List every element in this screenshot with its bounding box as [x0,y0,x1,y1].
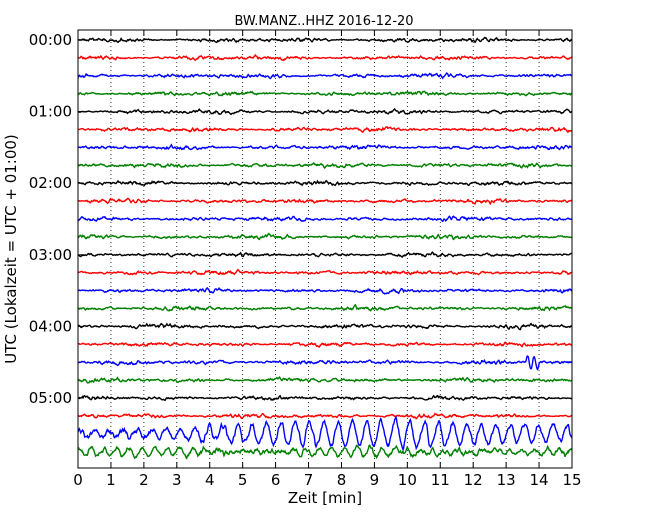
trace-row-0445 [78,376,572,384]
chart-title: BW.MANZ..HHZ 2016-12-20 [234,14,413,29]
trace-row-0145 [78,161,572,170]
x-tick-label: 2 [139,471,149,489]
x-tick-label: 7 [304,471,314,489]
trace-row-0400 [78,322,572,331]
x-tick-label: 4 [205,471,215,489]
y-tick-label: 05:00 [29,389,72,407]
x-tick-label: 0 [73,471,83,489]
trace-row-0130 [78,143,572,151]
y-tick-label: 03:00 [29,246,72,264]
y-tick-label: 00:00 [29,31,72,49]
x-axis-label: Zeit [min] [288,489,362,507]
trace-row-0300 [78,251,572,259]
y-tick-label: 04:00 [29,317,72,335]
x-tick-label: 10 [398,471,417,489]
trace-row-0245 [78,232,572,241]
trace-row-0045 [78,90,572,97]
x-tick-label: 3 [172,471,182,489]
x-tick-label: 6 [271,471,281,489]
seismogram-traces [78,36,572,460]
trace-row-0030 [78,72,572,80]
x-tick-label: 9 [370,471,380,489]
trace-row-0200 [78,179,572,187]
plot-frame [77,29,573,469]
trace-row-0115 [78,125,572,133]
trace-row-0100 [78,107,572,116]
x-tick-label: 12 [464,471,483,489]
trace-row-0330 [78,286,572,295]
x-tick-label: 5 [238,471,248,489]
y-tick-label: 01:00 [29,103,72,121]
trace-row-0215 [78,197,572,206]
x-tick-label: 13 [497,471,516,489]
trace-row-0500 [78,394,572,402]
trace-row-0015 [78,53,572,62]
trace-row-0415 [78,341,572,349]
trace-row-0315 [78,268,572,276]
trace-row-0000 [78,36,572,44]
y-tick-label: 02:00 [29,174,72,192]
x-tick-label: 11 [431,471,450,489]
trace-row-0345 [78,303,572,312]
x-tick-label: 14 [530,471,549,489]
trace-row-0515 [78,412,572,420]
trace-row-0430 [78,355,572,371]
trace-row-0230 [78,215,572,223]
x-tick-label: 15 [562,471,581,489]
x-tick-label: 8 [337,471,347,489]
x-tick-label: 1 [106,471,116,489]
trace-row-0545 [78,444,572,460]
y-axis-label: UTC (Lokalzeit = UTC + 01:00) [2,134,20,364]
axis-ticks: 0 1 2 3 4 5 6 7 8 9 10 11 12 13 14 1500:0001:0002:0003:… [29,30,582,489]
trace-row-0530 [78,415,572,452]
